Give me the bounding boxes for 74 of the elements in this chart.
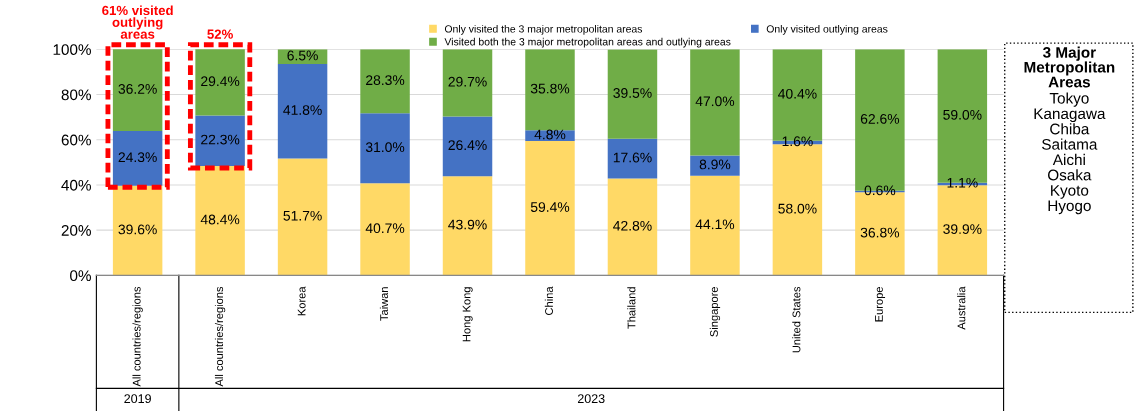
- text: 3 Major Metropolitan Areas Tokyo Kanagawa Chiba Saitama Aichi Osaka Kyoto Hyogo: [1024, 46, 1115, 215]
- bar: [607, 138, 658, 179]
- data-label: 35.8%: [530, 83, 570, 94]
- data-label: 29.7%: [448, 76, 487, 87]
- data-label: 1.1%: [947, 177, 978, 188]
- text: 2023: [577, 394, 605, 404]
- x-tick-label: Thailand: [627, 287, 636, 329]
- data-label: 36.8%: [860, 227, 900, 238]
- x-tick-label: Australia: [957, 286, 966, 330]
- bar: [360, 183, 410, 276]
- x-tick-label: Taiwan: [379, 287, 389, 321]
- bar: [442, 176, 493, 276]
- legend-label: Only visited outlying areas: [766, 24, 888, 35]
- data-label: 62.6%: [860, 113, 900, 124]
- legend-label: Visited both the 3 major metropolitan areas and outlying areas: [444, 37, 731, 48]
- bar: [277, 158, 328, 276]
- data-label: 31.0%: [365, 142, 405, 153]
- bar: [195, 49, 245, 116]
- bar: [525, 49, 575, 131]
- bar: [690, 49, 740, 156]
- bar: [360, 113, 410, 184]
- text: 2019: [124, 394, 151, 404]
- x-tick-label: Singapore: [709, 286, 721, 337]
- x-tick-label: Europe: [875, 286, 886, 322]
- data-label: 22.3%: [201, 134, 240, 145]
- data-label: 39.9%: [943, 224, 982, 234]
- data-label: 29.4%: [201, 76, 240, 87]
- x-tick-label: All countries/regions: [132, 286, 143, 387]
- bar: [607, 178, 658, 276]
- y-tick-label: 0%: [70, 270, 91, 282]
- bar: [195, 115, 245, 166]
- y-tick-label: 80%: [61, 89, 91, 101]
- data-label: 42.8%: [613, 220, 652, 231]
- data-label: 59.4%: [530, 202, 570, 212]
- bar: [525, 141, 575, 276]
- x-tick-label: China: [544, 286, 553, 315]
- data-label: 47.0%: [695, 96, 735, 107]
- legend-label: Only visited the 3 major metropolitan areas: [444, 24, 643, 35]
- bar: [690, 175, 740, 276]
- data-label: 6.5%: [287, 50, 318, 61]
- data-label: 28.3%: [366, 75, 405, 86]
- data-label: 58.0%: [778, 203, 817, 214]
- bar: [360, 49, 410, 114]
- x-tick-label: United States: [792, 286, 801, 353]
- x-tick-label: Hong Kong: [462, 287, 473, 342]
- text: 52%: [207, 29, 233, 39]
- data-label: 40.7%: [365, 223, 405, 234]
- y-tick-label: 100%: [53, 44, 91, 56]
- data-label: 44.1%: [695, 219, 735, 230]
- bar: [442, 116, 493, 177]
- data-label: 59.0%: [943, 109, 982, 120]
- bar: [277, 64, 328, 159]
- text: 61% visited outlying areas: [102, 5, 173, 39]
- y-tick-label: 40%: [61, 179, 91, 191]
- bar: [607, 49, 658, 139]
- data-label: 40.4%: [778, 88, 817, 99]
- data-label: 24.3%: [118, 152, 157, 163]
- data-label: 48.4%: [200, 214, 240, 225]
- data-label: 51.7%: [283, 210, 322, 221]
- data-label: 26.4%: [448, 140, 487, 151]
- data-label: 17.6%: [613, 152, 652, 163]
- bar: [690, 155, 740, 176]
- data-label: 36.2%: [118, 84, 157, 94]
- data-label: 8.9%: [699, 159, 731, 170]
- y-tick-label: 20%: [61, 225, 91, 236]
- data-label: 4.8%: [534, 129, 566, 140]
- x-tick-label: All countries/regions: [214, 286, 226, 387]
- bar: [442, 49, 493, 117]
- data-label: 41.8%: [283, 105, 322, 115]
- data-label: 43.9%: [448, 219, 487, 230]
- data-label: 39.5%: [613, 88, 652, 98]
- data-label: 39.6%: [118, 224, 157, 235]
- x-tick-label: Korea: [297, 286, 306, 316]
- y-tick-label: 60%: [61, 134, 91, 146]
